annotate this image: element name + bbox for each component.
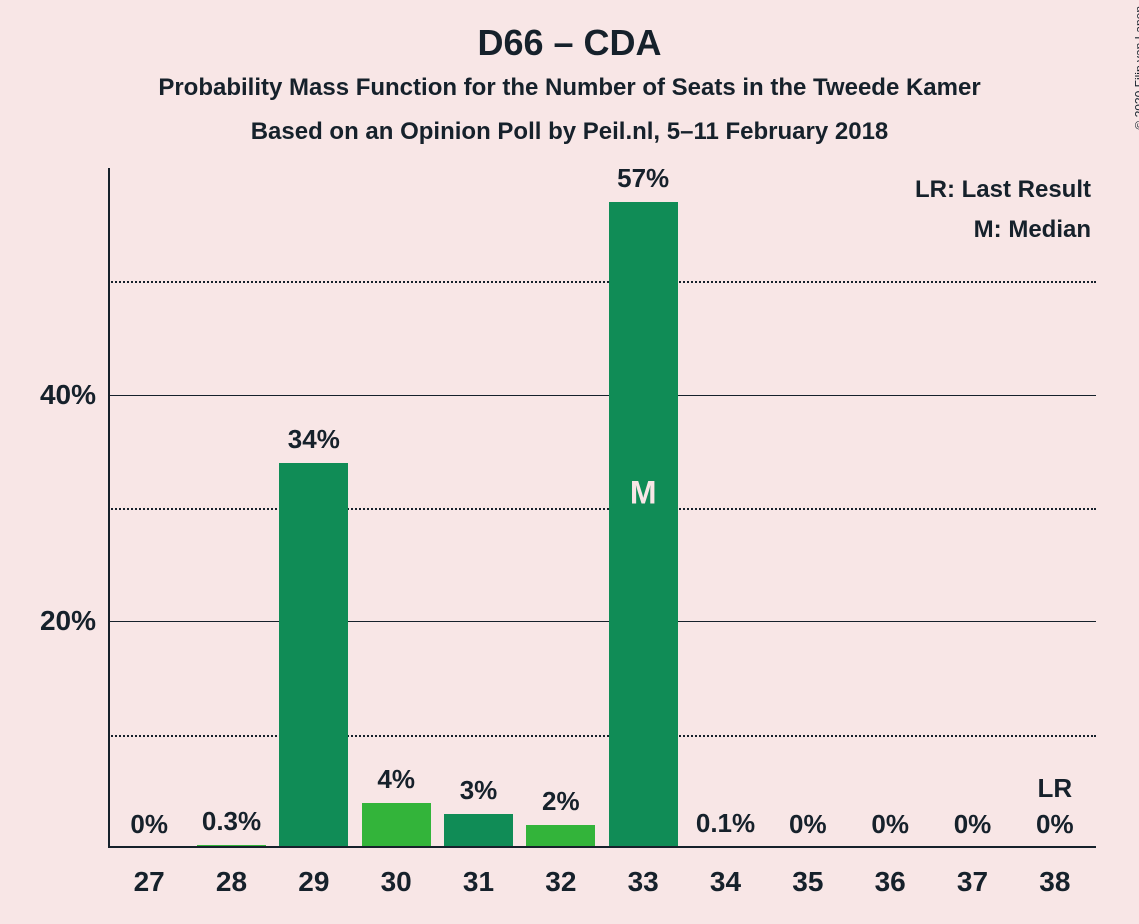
legend-lr: LR: Last Result — [915, 176, 1091, 204]
xtick-label: 38 — [1039, 866, 1070, 898]
bar-value-label: 3% — [460, 775, 498, 806]
bar — [444, 814, 513, 848]
xtick-label: 30 — [381, 866, 412, 898]
chart-canvas: D66 – CDA Probability Mass Function for t… — [0, 0, 1139, 924]
xtick-label: 33 — [628, 866, 659, 898]
ytick-label: 40% — [0, 379, 96, 411]
chart-subtitle-2: Based on an Opinion Poll by Peil.nl, 5–1… — [0, 118, 1139, 146]
xtick-label: 27 — [134, 866, 165, 898]
xtick-label: 37 — [957, 866, 988, 898]
gridline-major — [108, 621, 1096, 622]
bar-value-label: 57% — [617, 163, 669, 194]
xtick-label: 32 — [545, 866, 576, 898]
xtick-label: 34 — [710, 866, 741, 898]
plot-area: 0%0.3%34%4%3%2%57%M0.1%0%0%0%0%LR — [108, 168, 1096, 848]
lr-caption: LR — [1037, 773, 1072, 804]
gridline-major — [108, 395, 1096, 396]
gridline-minor — [108, 735, 1096, 737]
bar-value-label: 0% — [1036, 809, 1074, 840]
xtick-label: 28 — [216, 866, 247, 898]
xtick-label: 36 — [875, 866, 906, 898]
gridline-minor — [108, 281, 1096, 283]
bar-value-label: 0% — [789, 809, 827, 840]
legend-median: M: Median — [974, 216, 1091, 244]
bar-value-label: 0% — [871, 809, 909, 840]
bar-value-label: 0.1% — [696, 808, 755, 839]
xtick-label: 29 — [298, 866, 329, 898]
copyright-text: © 2020 Filip van Lanen — [1133, 6, 1139, 130]
y-axis — [108, 168, 110, 848]
bar-value-label: 0% — [130, 809, 168, 840]
bar — [362, 803, 431, 848]
median-mark: M — [630, 474, 657, 511]
bar-value-label: 34% — [288, 424, 340, 455]
bar — [526, 825, 595, 848]
bar — [279, 463, 348, 848]
bar-value-label: 0.3% — [202, 806, 261, 837]
bar-value-label: 0% — [954, 809, 992, 840]
x-axis — [108, 846, 1096, 848]
xtick-label: 35 — [792, 866, 823, 898]
bar-value-label: 2% — [542, 786, 580, 817]
chart-title: D66 – CDA — [0, 22, 1139, 64]
bar-value-label: 4% — [377, 764, 415, 795]
chart-subtitle-1: Probability Mass Function for the Number… — [0, 74, 1139, 102]
ytick-label: 20% — [0, 605, 96, 637]
xtick-label: 31 — [463, 866, 494, 898]
gridline-minor — [108, 508, 1096, 510]
bar — [609, 202, 678, 848]
